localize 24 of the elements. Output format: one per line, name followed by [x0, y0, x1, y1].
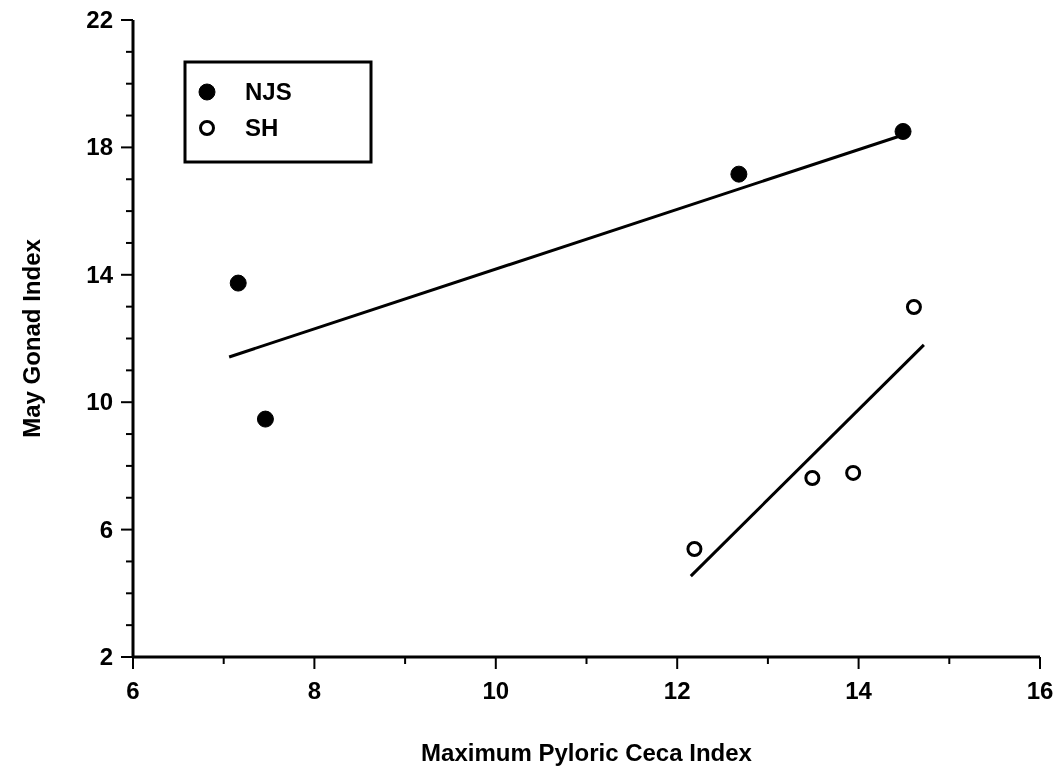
point	[845, 464, 862, 481]
point	[256, 410, 274, 428]
legend-label: SH	[245, 114, 279, 141]
point	[905, 298, 922, 315]
point	[686, 541, 703, 558]
y-tick-label: 14	[86, 260, 114, 288]
y-tick-label: 18	[86, 133, 113, 161]
x-tick-label: 10	[482, 677, 510, 704]
x-tick-label: 6	[126, 677, 140, 704]
y-tick-label: 6	[99, 515, 113, 543]
point	[804, 470, 821, 486]
point	[894, 122, 912, 140]
point	[730, 165, 748, 183]
legend-label: NJS	[245, 78, 292, 105]
x-tick-label: 14	[845, 677, 873, 704]
point	[229, 274, 247, 292]
y-axis-title: May Gonad Index	[18, 238, 45, 438]
y-tick-label: 22	[86, 6, 113, 33]
x-tick-label: 8	[307, 677, 322, 704]
x-tick-label: 16	[1026, 677, 1054, 704]
x-axis-title: Maximum Pyloric Ceca Index	[421, 739, 753, 766]
y-tick-label: 10	[86, 388, 113, 416]
y-tick-label: 2	[99, 643, 113, 670]
x-tick-label: 12	[663, 677, 691, 704]
